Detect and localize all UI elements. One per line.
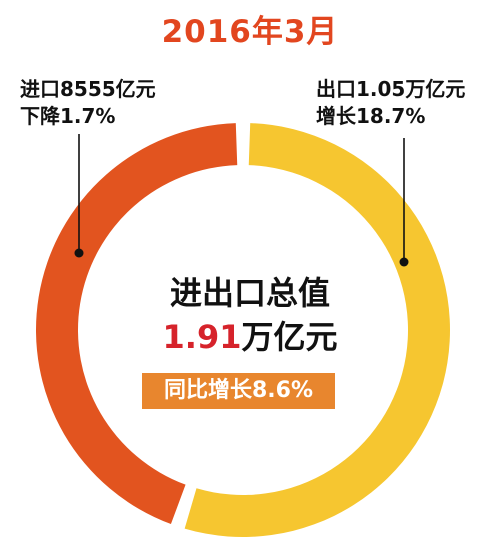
export-annotation: 出口1.05万亿元 增长18.7% xyxy=(316,76,465,130)
chart-title: 2016年3月 xyxy=(161,14,339,50)
growth-badge: 同比增长8.6% xyxy=(142,373,335,409)
export-leader-dot xyxy=(399,257,409,267)
import-change-label: 下降1.7% xyxy=(20,104,116,128)
import-annotation: 进口8555亿元 下降1.7% xyxy=(20,76,156,130)
export-amount-label: 出口1.05万亿元 xyxy=(316,77,466,101)
import-slice xyxy=(35,123,238,525)
export-change-label: 增长18.7% xyxy=(316,104,426,128)
import-amount-label: 进口8555亿元 xyxy=(20,77,156,101)
center-total-unit: 万亿元 xyxy=(241,318,338,356)
import-leader-dot xyxy=(74,248,84,258)
center-total: 1.91万亿元 xyxy=(0,312,500,358)
center-caption: 进出口总值 xyxy=(169,274,330,312)
export-slice xyxy=(184,123,450,537)
center-total-value: 1.91 xyxy=(162,318,242,356)
